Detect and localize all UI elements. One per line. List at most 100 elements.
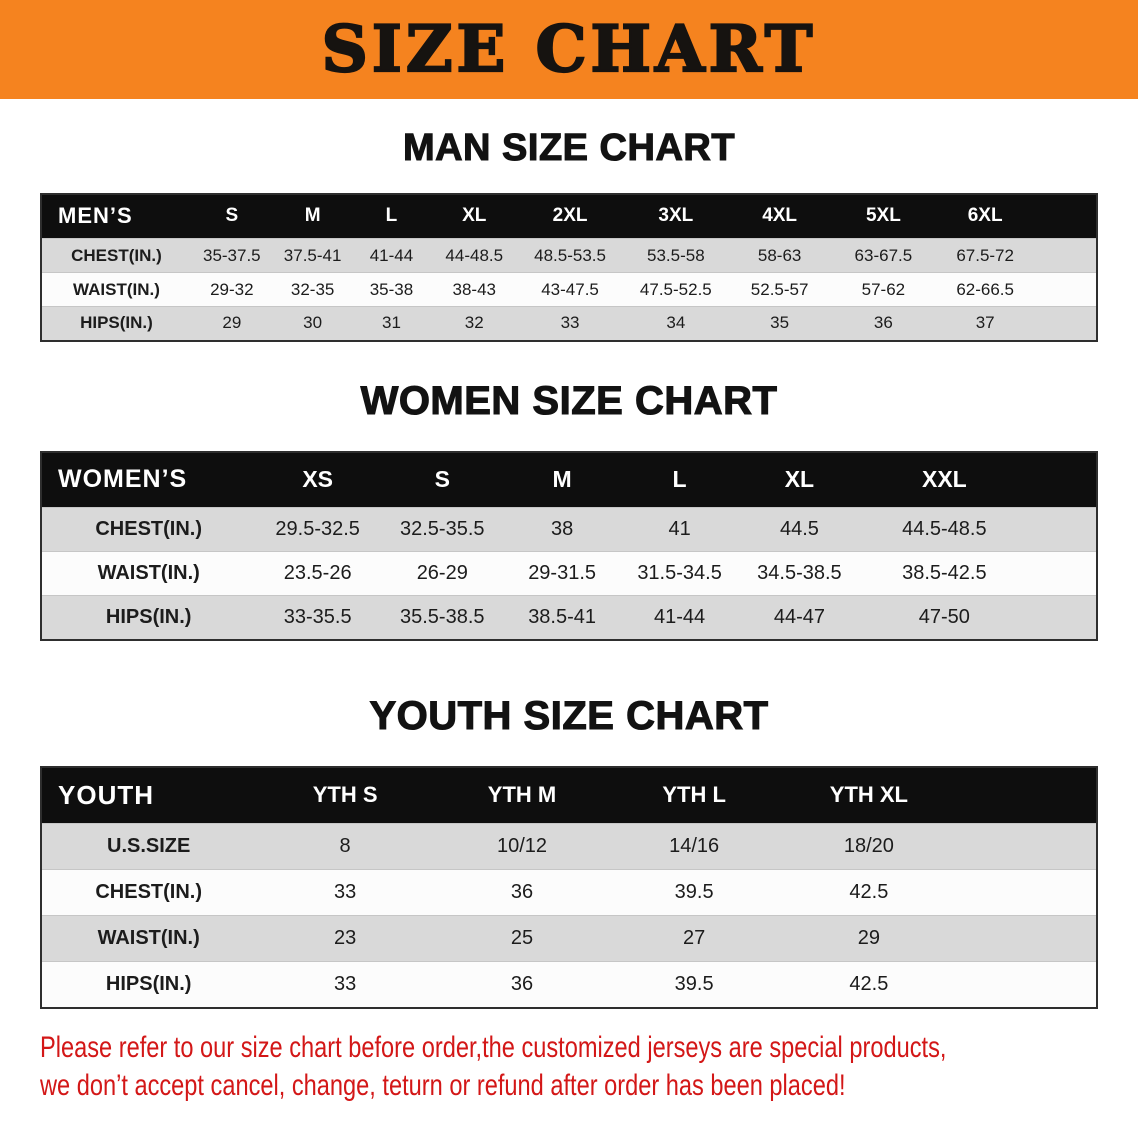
size-value-cell: 48.5-53.5 xyxy=(518,238,622,273)
row-label-cell: CHEST(IN.) xyxy=(41,869,256,916)
size-value-cell: 38.5-41 xyxy=(504,595,620,640)
spacer-cell xyxy=(958,915,1097,962)
size-value-cell: 43-47.5 xyxy=(518,272,622,307)
size-value-cell: 35-38 xyxy=(352,272,431,307)
row-label-cell: HIPS(IN.) xyxy=(41,961,256,1008)
size-col-header: L xyxy=(672,466,687,493)
youth-hips-row: HIPS(IN.) 33 36 39.5 42.5 xyxy=(41,961,1097,1008)
men-size-table: MEN’S S M L XL 2XL 3XL 4XL 5XL 6XL CHEST… xyxy=(40,192,1098,342)
spacer-cell xyxy=(1029,551,1097,596)
spacer-cell xyxy=(958,823,1097,870)
spacer-cell xyxy=(1033,194,1097,239)
women-hips-row: HIPS(IN.) 33-35.5 35.5-38.5 38.5-41 41-4… xyxy=(41,595,1097,640)
size-value-cell: 33 xyxy=(255,961,435,1008)
youth-table-label: YOUTH xyxy=(58,779,154,810)
size-value-cell: 36 xyxy=(434,961,610,1008)
size-value-cell: 67.5-72 xyxy=(937,238,1034,273)
size-col-header: XL xyxy=(462,205,487,227)
size-value-cell: 57-62 xyxy=(829,272,938,307)
size-value-cell: 29.5-32.5 xyxy=(255,507,380,552)
size-col-header: XL xyxy=(784,466,815,493)
spacer-cell xyxy=(958,961,1097,1008)
spacer-cell xyxy=(959,767,1097,824)
size-value-cell: 58-63 xyxy=(729,238,830,273)
size-value-cell: 31 xyxy=(352,306,431,341)
size-value-cell: 42.5 xyxy=(779,961,959,1008)
size-value-cell: 47.5-52.5 xyxy=(621,272,730,307)
size-value-cell: 29-31.5 xyxy=(504,551,620,596)
size-value-cell: 39.5 xyxy=(609,961,780,1008)
banner-title: SIZE CHART xyxy=(321,11,817,87)
spacer-cell xyxy=(1029,595,1097,640)
size-value-cell: 27 xyxy=(609,915,780,962)
size-col-header: 4XL xyxy=(762,205,798,227)
size-value-cell: 32.5-35.5 xyxy=(379,507,505,552)
men-table-label: MEN’S xyxy=(58,203,133,229)
women-chest-row: CHEST(IN.) 29.5-32.5 32.5-35.5 38 41 44.… xyxy=(41,507,1097,552)
row-label-cell: WAIST(IN.) xyxy=(41,915,256,962)
size-value-cell: 34.5-38.5 xyxy=(739,551,860,596)
size-col-header: L xyxy=(385,205,398,227)
row-label-cell: HIPS(IN.) xyxy=(41,595,256,640)
women-section: WOMEN SIZE CHART WOMEN’S XS S M L XL XXL… xyxy=(0,378,1138,641)
size-value-cell: 23.5-26 xyxy=(255,551,380,596)
size-value-cell: 30 xyxy=(272,306,353,341)
size-value-cell: 44-48.5 xyxy=(430,238,519,273)
women-table-label: WOMEN’S xyxy=(58,465,188,494)
size-col-header: 6XL xyxy=(967,205,1003,227)
size-col-header: 3XL xyxy=(658,205,694,227)
size-col-header: 2XL xyxy=(552,205,588,227)
row-label-cell: CHEST(IN.) xyxy=(41,507,256,552)
row-label-cell: CHEST(IN.) xyxy=(41,238,191,273)
size-value-cell: 38.5-42.5 xyxy=(859,551,1030,596)
size-value-cell: 37.5-41 xyxy=(272,238,353,273)
spacer-cell xyxy=(958,869,1097,916)
size-col-header: S xyxy=(434,466,450,493)
size-col-header: YTH XL xyxy=(829,782,908,808)
row-label-cell: HIPS(IN.) xyxy=(41,306,191,341)
disclaimer-line-1: Please refer to our size chart before or… xyxy=(40,1030,947,1064)
size-value-cell: 44.5-48.5 xyxy=(859,507,1030,552)
size-value-cell: 25 xyxy=(434,915,610,962)
men-section: MAN SIZE CHART MEN’S S M L XL 2XL 3XL 4X… xyxy=(0,126,1138,342)
size-value-cell: 14/16 xyxy=(609,823,780,870)
size-value-cell: 31.5-34.5 xyxy=(619,551,740,596)
size-value-cell: 62-66.5 xyxy=(937,272,1034,307)
size-value-cell: 63-67.5 xyxy=(829,238,938,273)
size-value-cell: 44.5 xyxy=(739,507,860,552)
size-value-cell: 33-35.5 xyxy=(255,595,380,640)
women-size-table: WOMEN’S XS S M L XL XXL CHEST(IN.) 29.5-… xyxy=(40,450,1098,641)
size-col-header: 5XL xyxy=(865,205,901,227)
size-value-cell: 26-29 xyxy=(379,551,505,596)
women-waist-row: WAIST(IN.) 23.5-26 26-29 29-31.5 31.5-34… xyxy=(41,551,1097,596)
men-heading: MAN SIZE CHART xyxy=(402,126,736,169)
size-col-header: YTH S xyxy=(312,782,378,808)
spacer-cell xyxy=(1033,238,1097,273)
youth-chest-row: CHEST(IN.) 33 36 39.5 42.5 xyxy=(41,869,1097,916)
size-col-header: M xyxy=(552,466,572,493)
size-col-header: YTH L xyxy=(662,782,726,808)
spacer-cell xyxy=(1029,452,1097,508)
men-header-row: MEN’S S M L XL 2XL 3XL 4XL 5XL 6XL xyxy=(41,193,1097,239)
size-col-header: XS xyxy=(302,466,334,493)
size-col-header: XXL xyxy=(921,466,967,493)
size-value-cell: 38 xyxy=(504,507,620,552)
size-value-cell: 44-47 xyxy=(739,595,860,640)
size-value-cell: 41-44 xyxy=(619,595,740,640)
size-value-cell: 47-50 xyxy=(859,595,1030,640)
size-value-cell: 35 xyxy=(729,306,830,341)
row-label-cell: U.S.SIZE xyxy=(41,823,256,870)
size-value-cell: 38-43 xyxy=(430,272,519,307)
disclaimer: Please refer to our size chart before or… xyxy=(40,1029,1138,1106)
spacer-cell xyxy=(1029,507,1097,552)
size-value-cell: 29-32 xyxy=(190,272,273,307)
spacer-cell xyxy=(1033,306,1097,341)
youth-header-row: YOUTH YTH S YTH M YTH L YTH XL xyxy=(41,766,1097,824)
size-value-cell: 39.5 xyxy=(609,869,780,916)
size-value-cell: 29 xyxy=(779,915,959,962)
size-value-cell: 18/20 xyxy=(779,823,959,870)
youth-waist-row: WAIST(IN.) 23 25 27 29 xyxy=(41,915,1097,962)
size-value-cell: 33 xyxy=(255,869,435,916)
youth-size-table: YOUTH YTH S YTH M YTH L YTH XL U.S.SIZE … xyxy=(40,765,1098,1009)
size-value-cell: 36 xyxy=(829,306,938,341)
